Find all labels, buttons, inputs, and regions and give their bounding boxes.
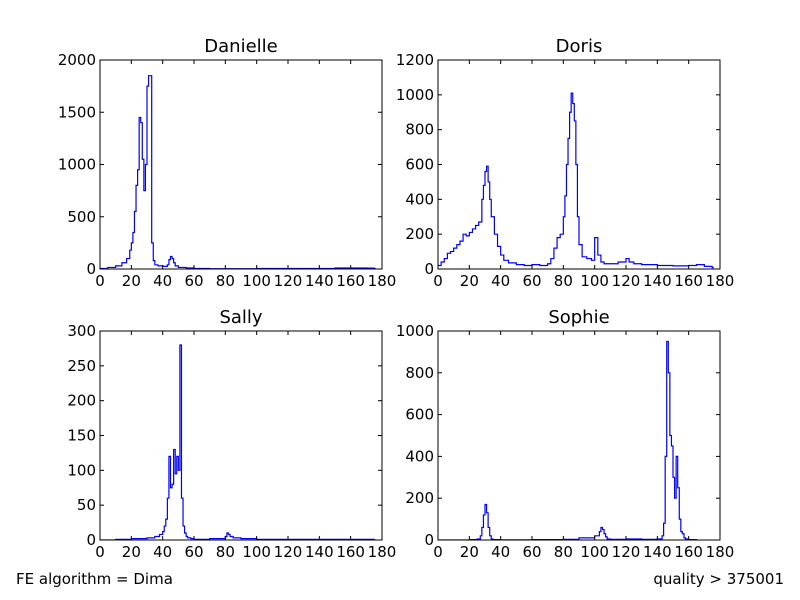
danielle-xtick-label: 140: [305, 272, 334, 290]
doris-xtick-label: 40: [491, 272, 510, 290]
danielle-xtick-label: 120: [274, 272, 303, 290]
danielle-xtick-label: 180: [368, 272, 397, 290]
sophie-xtick-label: 100: [580, 543, 609, 561]
sally-ytick-label: 250: [67, 357, 96, 375]
footer-algorithm-label: FE algorithm = Dima: [16, 570, 173, 588]
subplot-doris: Doris 0 20 40 60 80 100 120 140 160 180 0 200 400 600 8…: [396, 36, 735, 290]
sophie-series-line: [438, 340, 699, 540]
sophie-ytick-label: 1000: [396, 322, 434, 340]
doris-ytick-label: 200: [405, 225, 434, 243]
sophie-ytick-label: 600: [405, 406, 434, 424]
sophie-xtick-label: 0: [433, 543, 443, 561]
doris-ytick-label: 0: [424, 260, 434, 278]
sally-xtick-label: 20: [122, 543, 141, 561]
doris-ytick-label: 1000: [396, 86, 434, 104]
sally-xtick-label: 40: [153, 543, 172, 561]
sophie-title: Sophie: [548, 307, 609, 328]
doris-xtick-label: 140: [643, 272, 672, 290]
sally-ytick-label: 0: [86, 531, 96, 549]
doris-xtick-label: 120: [612, 272, 641, 290]
sophie-ytick-label: 800: [405, 364, 434, 382]
sophie-xtick-label: 120: [612, 543, 641, 561]
sophie-xtick-label: 60: [522, 543, 541, 561]
sally-axes-frame: [99, 330, 383, 541]
sophie-xtick-label: 180: [706, 543, 735, 561]
sally-ytick-label: 150: [67, 427, 96, 445]
doris-series-line: [438, 92, 714, 269]
danielle-series-line: [100, 75, 376, 269]
sophie-ytick-label: 0: [424, 531, 434, 549]
sally-ytick-label: 300: [67, 322, 96, 340]
sally-xtick-label: 80: [216, 543, 235, 561]
danielle-ytick-label: 1500: [58, 103, 96, 121]
sophie-xtick-label: 80: [554, 543, 573, 561]
doris-title: Doris: [556, 36, 603, 57]
doris-xtick-label: 180: [706, 272, 735, 290]
sophie-axes-frame: [437, 330, 721, 541]
footer-quality-label: quality > 375001: [653, 570, 784, 588]
doris-ytick-label: 1200: [396, 51, 434, 69]
sophie-xtick-label: 160: [674, 543, 703, 561]
sally-ytick-label: 200: [67, 392, 96, 410]
sally-xtick-label: 100: [242, 543, 271, 561]
sally-xtick-label: 60: [184, 543, 203, 561]
doris-xtick-label: 100: [580, 272, 609, 290]
doris-ytick-label: 600: [405, 156, 434, 174]
danielle-xtick-label: 40: [153, 272, 172, 290]
sally-xtick-label: 0: [95, 543, 105, 561]
subplot-sophie: Sophie 0 20 40 60 80 100 120 140 160 180 0 200 400 600…: [396, 307, 735, 561]
doris-xtick-label: 160: [674, 272, 703, 290]
sally-xtick-label: 160: [336, 543, 365, 561]
sophie-ytick-label: 400: [405, 447, 434, 465]
danielle-ytick-label: 500: [67, 208, 96, 226]
danielle-ytick-label: 2000: [58, 51, 96, 69]
danielle-ytick-label: 0: [86, 260, 96, 278]
sally-xtick-label: 180: [368, 543, 397, 561]
doris-xtick-label: 0: [433, 272, 443, 290]
danielle-xtick-label: 20: [122, 272, 141, 290]
sally-title: Sally: [219, 307, 262, 328]
doris-xtick-label: 80: [554, 272, 573, 290]
subplot-danielle: Danielle 0 20 40 60 80 100 120 140 160 180 0 500 1000…: [58, 36, 397, 290]
doris-xtick-label: 60: [522, 272, 541, 290]
doris-ytick-label: 800: [405, 121, 434, 139]
danielle-ytick-label: 1000: [58, 156, 96, 174]
danielle-axes-frame: [99, 59, 383, 270]
danielle-xtick-label: 80: [216, 272, 235, 290]
danielle-xtick-label: 100: [242, 272, 271, 290]
sophie-ytick-label: 200: [405, 489, 434, 507]
danielle-xtick-label: 0: [95, 272, 105, 290]
sophie-xtick-label: 140: [643, 543, 672, 561]
sally-xtick-label: 120: [274, 543, 303, 561]
sally-xtick-label: 140: [305, 543, 334, 561]
sally-series-line: [100, 344, 376, 540]
sally-ytick-label: 100: [67, 461, 96, 479]
sally-ytick-label: 50: [77, 496, 96, 514]
danielle-xtick-label: 60: [184, 272, 203, 290]
sophie-xtick-label: 20: [460, 543, 479, 561]
sophie-xtick-label: 40: [491, 543, 510, 561]
danielle-xtick-label: 160: [336, 272, 365, 290]
doris-xtick-label: 20: [460, 272, 479, 290]
danielle-title: Danielle: [204, 36, 277, 57]
doris-ytick-label: 400: [405, 190, 434, 208]
